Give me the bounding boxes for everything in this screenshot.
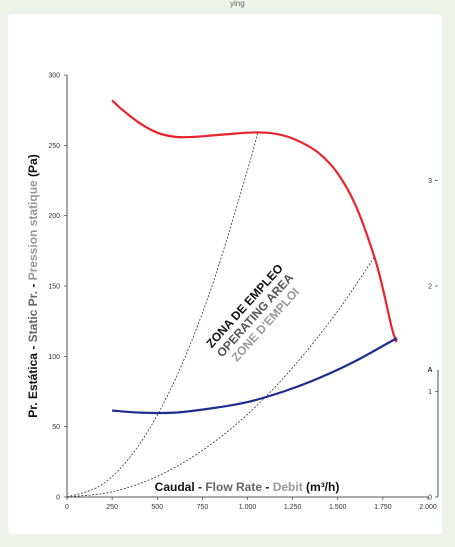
right-axis-title: A: [427, 367, 432, 374]
axis-title-part: (Pa): [26, 154, 40, 180]
chart-panel: [8, 14, 442, 534]
x-tick-label: 750: [197, 504, 209, 511]
axis-title-part: Flow Rate: [205, 480, 262, 494]
axis-title-part: -: [26, 280, 40, 291]
axis-title-part: -: [262, 480, 273, 494]
y-axis-title: Pr. Estática - Static Pr. - Pression sta…: [26, 154, 40, 417]
right-y-tick-label: 1: [428, 389, 432, 396]
header-fragment: ying: [230, 0, 245, 8]
axis-title-part: -: [195, 480, 206, 494]
axis-title-part: Pr. Estática: [26, 353, 40, 418]
axis-title-part: Static Pr.: [26, 291, 40, 342]
x-tick-label: 1.250: [284, 504, 302, 511]
right-y-tick-label: 2: [428, 284, 432, 291]
x-tick-label: 500: [151, 504, 163, 511]
axis-title-part: Caudal: [155, 480, 195, 494]
current-curve: [112, 337, 399, 415]
y-tick-label: 150: [48, 284, 60, 291]
pressure-curve: [111, 99, 398, 343]
y-tick-label: 300: [48, 73, 60, 80]
x-tick-label: 0: [65, 504, 69, 511]
right-y-tick-label: 3: [428, 178, 432, 185]
axis-title-part: Debit: [273, 480, 303, 494]
x-axis-title: Caudal - Flow Rate - Debit (m³/h): [155, 480, 340, 494]
curves: [66, 99, 399, 498]
x-tick-label: 250: [106, 504, 118, 511]
y-tick-label: 250: [48, 143, 60, 150]
right-y-tick-label: 0: [428, 495, 432, 502]
zone-boundary-left: [66, 131, 259, 498]
y-tick-label: 100: [48, 354, 60, 361]
x-tick-label: 2.000: [419, 504, 437, 511]
x-tick-label: 1.500: [329, 504, 347, 511]
top-strip: ying: [0, 0, 455, 14]
axis-title-part: Pression statique: [26, 180, 40, 280]
y-tick-label: 0: [56, 495, 60, 502]
x-tick-label: 1.000: [239, 504, 257, 511]
axis-title-part: (m³/h): [303, 480, 340, 494]
x-tick-label: 1.750: [374, 504, 392, 511]
axis-title-part: -: [26, 342, 40, 353]
y-tick-label: 50: [52, 424, 60, 431]
axes: 0 250 500 750 1.000 1.250 1.500 1.750 2.00005010…: [48, 73, 439, 511]
zone-boundary-right: [66, 257, 375, 498]
y-tick-label: 200: [48, 213, 60, 220]
